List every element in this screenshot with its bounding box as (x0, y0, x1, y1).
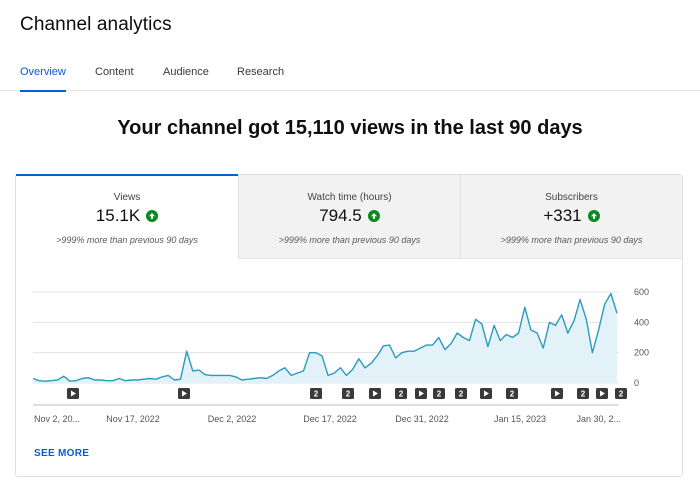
arrow-up-icon (367, 210, 380, 222)
metric-value: +331 (543, 206, 582, 225)
metric-label: Views (113, 192, 141, 203)
multi-video-marker (342, 388, 354, 399)
tab-bar: Overview Content Audience Research (0, 62, 700, 92)
play-icon (182, 390, 187, 397)
y-tick-label: 400 (634, 317, 649, 327)
arrow-up-icon (146, 210, 159, 222)
marker-count: 2 (346, 390, 351, 399)
x-tick-label: Dec 17, 2022 (303, 414, 357, 424)
metric-tab-views[interactable]: Views 15.1K >999% more than previous 90 … (16, 174, 238, 259)
page-title: Channel analytics (20, 14, 172, 35)
marker-count: 2 (399, 390, 404, 399)
y-tick-label: 0 (634, 378, 639, 388)
x-tick-label: Jan 15, 2023 (494, 414, 546, 424)
y-tick-label: 200 (634, 348, 649, 358)
tab-research[interactable]: Research (237, 66, 285, 78)
series-area (33, 293, 617, 383)
page-headline: Your channel got 15,110 views in the las… (117, 117, 583, 139)
marker-count: 2 (510, 390, 515, 399)
x-tick-label: Jan 30, 2... (576, 414, 621, 424)
marker-count: 2 (581, 390, 586, 399)
multi-video-marker (310, 388, 322, 399)
metric-tab-watch-time[interactable]: Watch time (hours) 794.5 >999% more than… (238, 175, 460, 259)
multi-video-marker (615, 388, 627, 399)
y-tick-label: 600 (634, 287, 649, 297)
marker-count: 2 (437, 390, 442, 399)
metric-tab-subscribers[interactable]: Subscribers +331 >999% more than previou… (460, 175, 682, 259)
metric-label: Subscribers (545, 192, 598, 203)
metric-value: 15.1K (95, 206, 141, 225)
metrics-card: Views 15.1K >999% more than previous 90 … (15, 174, 683, 477)
tab-content[interactable]: Content (95, 66, 134, 78)
marker-count: 2 (619, 390, 624, 399)
x-tick-label: Dec 2, 2022 (208, 414, 257, 424)
metric-comparison: >999% more than previous 90 days (56, 235, 198, 245)
play-icon (71, 390, 76, 397)
series-line (32, 292, 618, 382)
multi-video-marker (577, 388, 589, 399)
x-tick-label: Dec 31, 2022 (395, 414, 449, 424)
see-more-link[interactable]: SEE MORE (34, 448, 90, 459)
tab-audience[interactable]: Audience (163, 66, 209, 78)
multi-video-marker (506, 388, 518, 399)
tab-overview[interactable]: Overview (20, 66, 66, 92)
x-tick-label: Nov 17, 2022 (106, 414, 160, 424)
multi-video-marker (395, 388, 407, 399)
x-tick-label: Nov 2, 20... (34, 414, 80, 424)
metric-comparison: >999% more than previous 90 days (278, 235, 421, 245)
play-icon (555, 390, 560, 397)
play-icon (600, 390, 605, 397)
marker-count: 2 (314, 390, 319, 399)
multi-video-marker (455, 388, 467, 399)
marker-count: 2 (459, 390, 464, 399)
play-icon (373, 390, 378, 397)
metric-comparison: >999% more than previous 90 days (500, 235, 643, 245)
metric-value: 794.5 (319, 206, 362, 225)
views-chart[interactable]: 0 200 400 600 2 2 2 2 2 2 2 2 Nov 2, 20... Nov 17, 20… (16, 265, 682, 430)
play-icon (484, 390, 489, 397)
multi-video-marker (433, 388, 445, 399)
arrow-up-icon (587, 210, 600, 222)
play-icon (419, 390, 424, 397)
metric-label: Watch time (hours) (307, 192, 392, 203)
